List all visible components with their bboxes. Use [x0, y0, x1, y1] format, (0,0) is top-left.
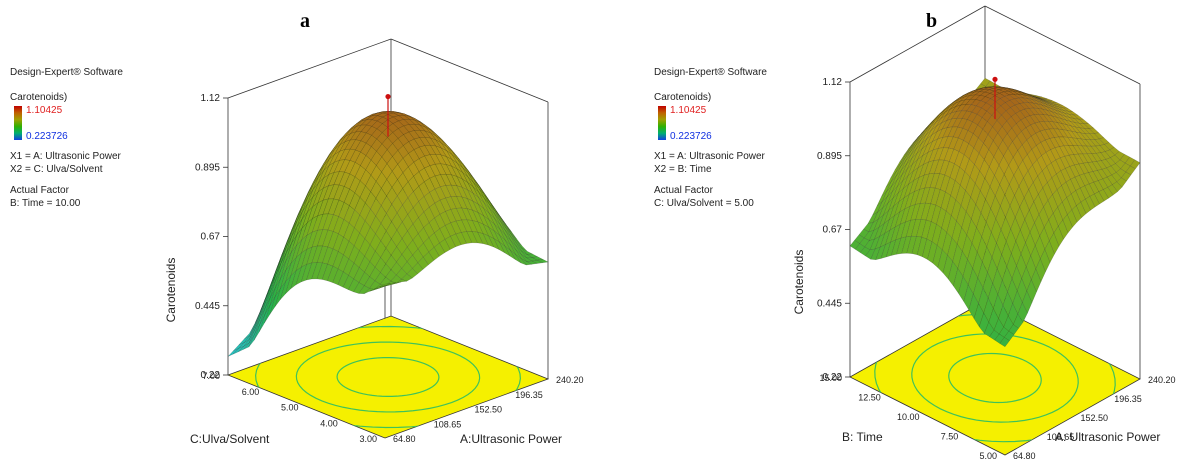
contour-line	[948, 352, 1042, 404]
panel-letter: a	[300, 10, 310, 32]
z-tick-label: 0.445	[195, 301, 220, 312]
actual-factor-value: B: Time = 10.00	[10, 198, 81, 209]
contour-line	[295, 341, 481, 413]
contour-line	[911, 333, 1079, 423]
box-edge	[390, 38, 549, 103]
response-surface	[227, 111, 549, 357]
x1-label: X1 = A: Ultrasonic Power	[10, 151, 121, 162]
info-block: Design-Expert® Software Carotenoids) 1.1…	[654, 66, 767, 210]
z-tick-label: 0.895	[817, 151, 842, 162]
y-tick-label: 3.00	[359, 434, 377, 444]
response-surface	[849, 77, 1141, 347]
panel-b: b Design-Expert® Software Carotenoids) 1…	[600, 0, 1197, 459]
design-point	[992, 76, 998, 82]
y-tick-label: 6.00	[242, 387, 260, 397]
panel-letter: b	[926, 10, 938, 32]
legend-min: 0.223726	[670, 131, 712, 142]
z-tick-label: 1.12	[201, 93, 221, 104]
info-block: Design-Expert® Software Carotenoids) 1.1…	[10, 66, 123, 210]
x-tick-label: 152.50	[475, 405, 503, 415]
z-tick-label: 0.67	[201, 232, 221, 243]
x-tick-label: 64.80	[393, 434, 416, 444]
z-tick-label: 0.67	[823, 225, 843, 236]
actual-factor-value: C: Ulva/Solvent = 5.00	[654, 198, 754, 209]
box-edge	[227, 38, 392, 99]
z-tick-label: 0.22	[823, 372, 843, 383]
box-edge	[849, 5, 986, 83]
x-axis: 64.80 108.65 152.50 196.35 240.20	[393, 375, 584, 444]
panel-a: a Design-Expert® Software Carotenoids) 1…	[0, 0, 598, 459]
z-axis-label: Carotenoids	[792, 250, 806, 315]
color-legend: 1.10425 0.223726	[10, 105, 123, 142]
software-label: Design-Expert® Software	[654, 67, 767, 78]
x-tick-label: 196.35	[1114, 394, 1142, 404]
y-tick-label: 5.00	[281, 403, 299, 413]
y-tick-label: 7.50	[941, 432, 959, 442]
z-tick-label: 1.12	[823, 77, 843, 88]
x-axis-label: A: Ultrasonic Power	[1055, 430, 1160, 444]
x-axis-label: A:Ultrasonic Power	[460, 432, 562, 446]
y-axis-label: B: Time	[842, 430, 883, 444]
surface-cell	[379, 283, 391, 287]
y-axis-label: C:Ulva/Solvent	[190, 432, 270, 446]
actual-factor-title: Actual Factor	[10, 185, 69, 196]
x-tick-label: 240.20	[556, 375, 584, 385]
legend-max: 1.10425	[26, 105, 63, 116]
x-axis: 64.80 108.65 152.50 196.35 240.20	[1013, 375, 1176, 459]
contour-floor	[226, 315, 550, 439]
x-tick-label: 64.80	[1013, 451, 1036, 459]
legend-gradient	[658, 106, 666, 140]
legend-min: 0.223726	[26, 131, 68, 142]
surface-plot-a: 0.22 0.445 0.67 0.895 1.12 Carotenoids 64.80 10…	[164, 38, 584, 446]
x-tick-label: 240.20	[1148, 375, 1176, 385]
x-tick-label: 196.35	[515, 390, 543, 400]
software-label: Design-Expert® Software	[10, 67, 123, 78]
y-axis: 5.00 7.50 10.00 12.50 15.00	[819, 373, 997, 459]
y-tick-label: 12.50	[858, 393, 881, 403]
color-legend: 1.10425 0.223726	[654, 105, 767, 142]
design-point	[385, 93, 391, 100]
z-tick-label: 0.22	[201, 370, 221, 381]
surface-plot-b: 0.22 0.445 0.67 0.895 1.12 Carotenoids 64.80 10…	[792, 5, 1176, 459]
y-tick-label: 4.00	[320, 418, 338, 428]
x-tick-label: 108.65	[434, 419, 462, 429]
z-tick-label: 0.895	[195, 162, 220, 173]
y-tick-label: 10.00	[897, 412, 920, 422]
legend-gradient	[14, 106, 22, 140]
legend-max: 1.10425	[670, 105, 707, 116]
y-tick-label: 5.00	[979, 451, 997, 459]
x-tick-label: 108.65	[1047, 432, 1075, 442]
y-tick-label: 7.00	[202, 371, 220, 381]
box-edge	[984, 5, 1141, 85]
x2-label: X2 = C: Ulva/Solvent	[10, 164, 103, 175]
x2-label: X2 = B: Time	[654, 164, 712, 175]
response-label: Carotenoids)	[654, 92, 712, 103]
z-axis: 0.22 0.445 0.67 0.895 1.12	[195, 93, 228, 381]
z-tick-label: 0.445	[817, 298, 842, 309]
contour-line	[336, 356, 440, 398]
response-label: Carotenoids)	[10, 92, 68, 103]
x1-label: X1 = A: Ultrasonic Power	[654, 151, 765, 162]
z-axis: 0.22 0.445 0.67 0.895 1.12	[817, 77, 850, 383]
y-tick-label: 15.00	[819, 373, 842, 383]
x-tick-label: 152.50	[1081, 413, 1109, 423]
y-axis: 3.00 4.00 5.00 6.00 7.00	[202, 371, 377, 444]
z-axis-label: Carotenoids	[164, 258, 178, 323]
surface-cell	[999, 337, 1010, 347]
actual-factor-title: Actual Factor	[654, 185, 713, 196]
